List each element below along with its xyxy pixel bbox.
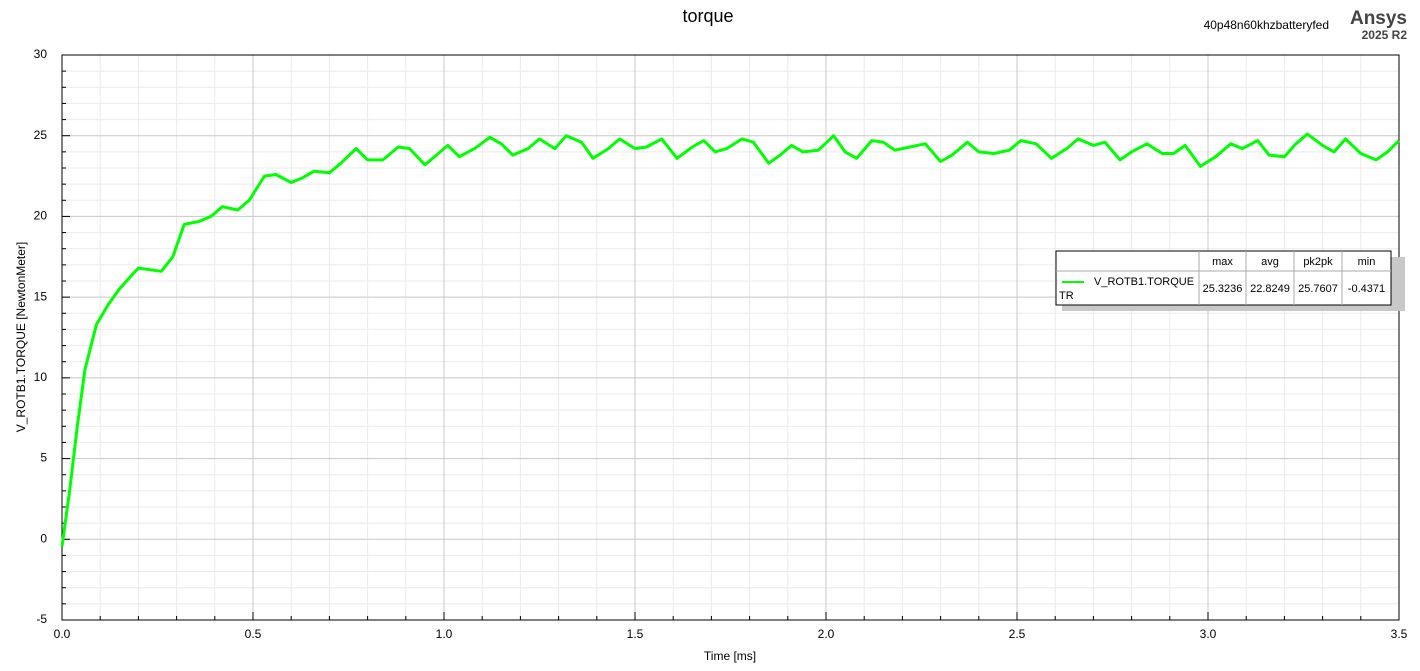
y-tick-label: 30 — [34, 47, 48, 61]
y-tick-label: 15 — [34, 289, 48, 303]
legend-entry: V_ROTB1.TORQUE — [1094, 276, 1194, 288]
x-tick-label: 0.5 — [245, 627, 262, 641]
x-axis-label: Time [ms] — [704, 649, 756, 663]
subtitle: 40p48n60khzbatteryfed — [1204, 18, 1329, 32]
y-tick-label: 25 — [34, 128, 48, 142]
legend-column: avg — [1261, 256, 1279, 268]
legend-box — [1055, 250, 1392, 306]
x-tick-label: 1.0 — [436, 627, 453, 641]
y-tick-label: -5 — [36, 612, 47, 626]
legend-column: pk2pk — [1303, 256, 1333, 268]
version: 2025 R2 — [1362, 28, 1408, 42]
legend-value: 22.8249 — [1250, 283, 1290, 295]
x-tick-label: 3.0 — [1200, 627, 1217, 641]
x-tick-label: 0.0 — [54, 627, 71, 641]
series-line — [60, 132, 1401, 547]
legend-column: min — [1358, 256, 1376, 268]
y-tick-label: 5 — [40, 451, 47, 465]
y-tick-label: 10 — [34, 370, 48, 384]
legend-column: max — [1212, 256, 1233, 268]
y-axis-label: V_ROTB1.TORQUE [NewtonMeter] — [14, 242, 28, 433]
chart-title: torque — [682, 6, 733, 26]
x-tick-label: 2.5 — [1009, 627, 1026, 641]
legend-value: 25.7607 — [1298, 283, 1338, 295]
legend-label: TR — [1059, 290, 1074, 302]
x-tick-label: 2.0 — [818, 627, 835, 641]
x-tick-label: 1.5 — [627, 627, 644, 641]
legend-value: 25.3236 — [1203, 283, 1243, 295]
y-tick-label: 20 — [34, 209, 48, 223]
brand: Ansys — [1350, 8, 1407, 29]
y-tick-label: 0 — [40, 531, 47, 545]
x-tick-label: 3.5 — [1391, 627, 1408, 641]
legend-value: -0.4371 — [1348, 283, 1385, 295]
plot-frame — [61, 54, 1400, 621]
